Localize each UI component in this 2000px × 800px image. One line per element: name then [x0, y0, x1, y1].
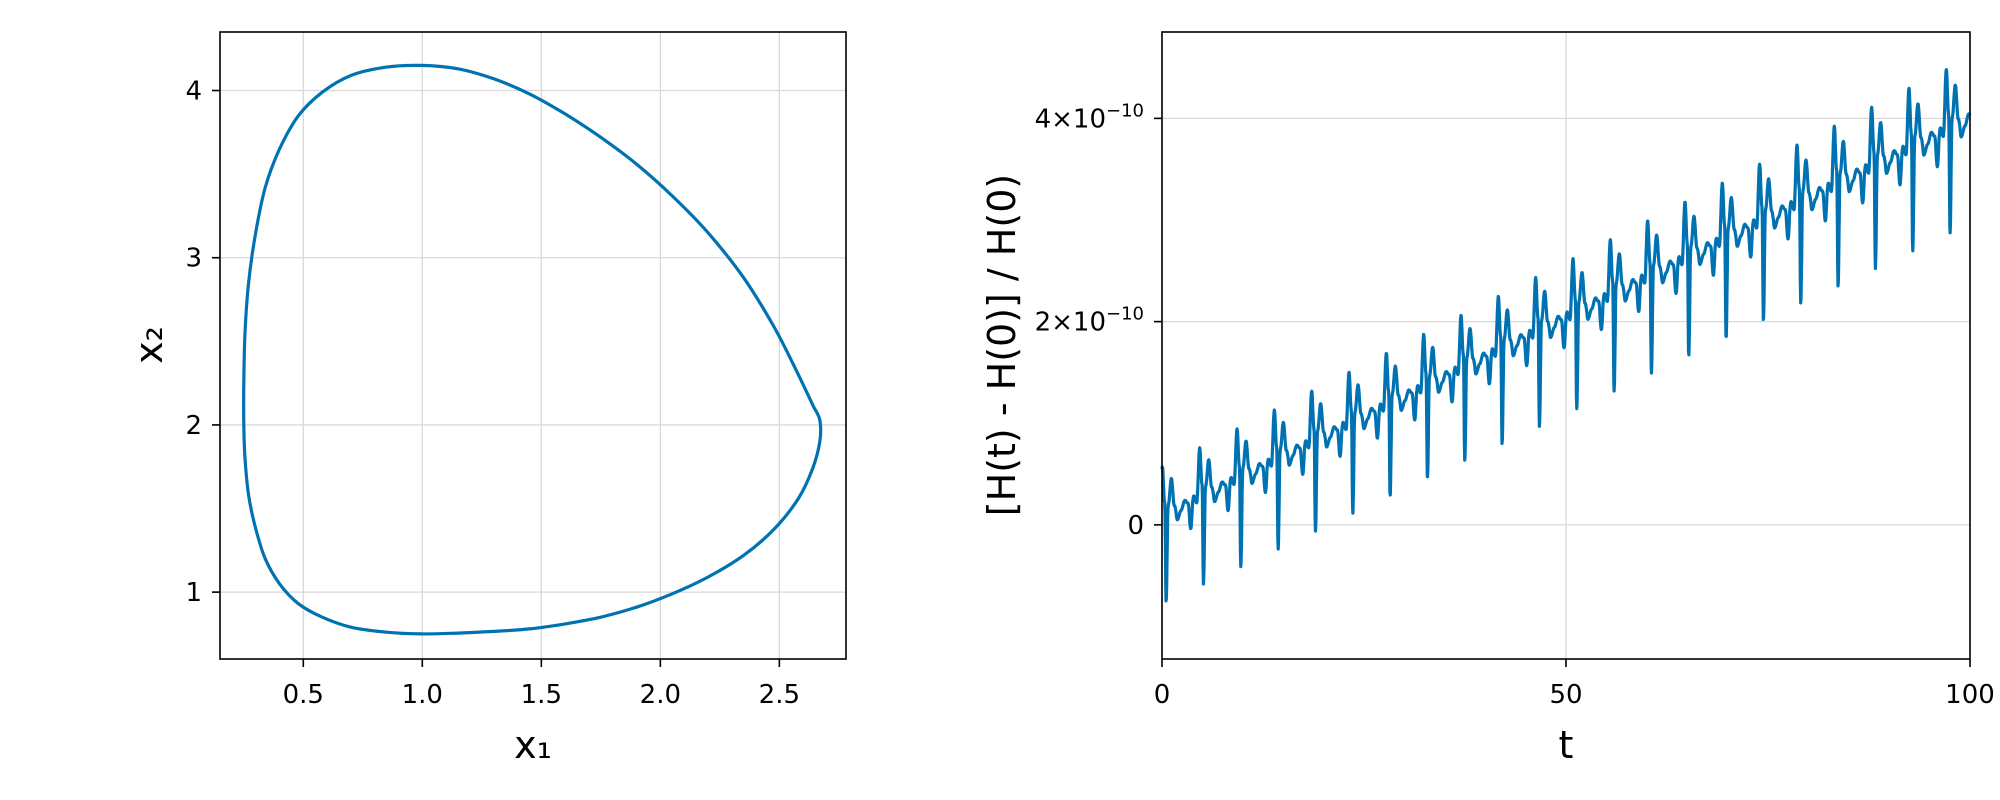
right-tick-labels: 0 50 100 0 2×10−10 4×10−10 [1035, 100, 1995, 710]
right-y-tick-label: 4×10−10 [1035, 100, 1144, 134]
left-y-tick-label: 3 [185, 244, 202, 274]
left-x-tick-label: 1.0 [402, 680, 443, 710]
right-x-axis-label: t [1559, 723, 1574, 767]
left-x-tick-label: 1.5 [521, 680, 562, 710]
left-x-tick-label: 2.0 [640, 680, 681, 710]
left-tick-labels: 0.5 1.0 1.5 2.0 2.5 1 2 3 4 [185, 77, 800, 710]
left-x-tick-label: 0.5 [283, 680, 324, 710]
left-x-axis-label: x₁ [514, 723, 552, 767]
right-x-tick-label: 0 [1154, 680, 1171, 710]
right-y-tick-label: 0 [1127, 511, 1144, 541]
left-y-tick-label: 2 [185, 411, 202, 441]
left-axes-frame [219, 31, 847, 660]
left-y-tick-label: 4 [185, 77, 202, 107]
energy-error-panel: 0 50 100 0 2×10−10 4×10−10 t [H(t) - H(0)] / … [980, 31, 1995, 767]
left-y-axis-label: x₂ [127, 326, 171, 364]
right-x-tick-label: 50 [1549, 680, 1582, 710]
right-y-axis-label: [H(t) - H(0)] / H(0) [980, 174, 1024, 516]
left-y-tick-label: 1 [185, 578, 202, 608]
left-x-tick-label: 2.5 [759, 680, 800, 710]
right-y-tick-label: 2×10−10 [1035, 304, 1144, 338]
phase-trajectory-line [242, 63, 823, 636]
right-x-tick-label: 100 [1945, 680, 1995, 710]
phase-portrait-panel: 0.5 1.0 1.5 2.0 2.5 1 2 3 4 x₁ x₂ [127, 31, 847, 767]
left-gridlines [220, 32, 846, 659]
energy-error-line [1160, 68, 1972, 603]
